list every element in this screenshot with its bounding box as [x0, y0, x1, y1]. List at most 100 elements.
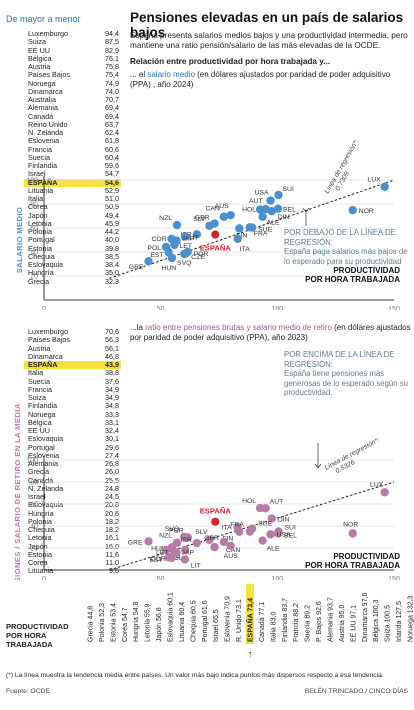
chart2-point-label: LUX	[370, 481, 384, 488]
chart2-rank-country: Corea	[28, 558, 48, 567]
chart2-point-aut	[261, 504, 270, 513]
chart1-rank-country: Eslovenia	[28, 136, 60, 146]
chart1-rank-row: Bélgica 76,1	[24, 54, 121, 63]
chart1-rank-country: Corea	[28, 202, 48, 212]
chart1-point-din	[267, 207, 276, 216]
chart1-rank-value: 52,9	[105, 185, 119, 195]
chart1-rank-value: 32,3	[105, 276, 119, 286]
chart1-rank-row: Canadá 69,4	[24, 112, 121, 121]
chart1-point-label: ITA	[240, 246, 251, 253]
chart1-point-bel	[273, 204, 283, 213]
chart2-point-label: SUI	[285, 525, 296, 532]
chart2-rank-value: 27,4	[105, 450, 119, 460]
chart2-point-label: SLV	[195, 529, 208, 536]
chart1-rank-value: 54,7	[105, 169, 119, 179]
chart2-rank-country: Finlandia	[28, 401, 58, 411]
chart1-rank-country: Australia	[28, 95, 56, 104]
chart2-point-label: ITA	[222, 524, 233, 531]
chart1-rank-value: 51,0	[105, 194, 119, 203]
chart1-rank-row: Reino Unido 63,7	[24, 120, 121, 129]
chart2-point-can	[219, 537, 229, 547]
chart2-point-label: FIN	[222, 536, 233, 543]
chart1-rank-row: Lituania 52,9	[24, 185, 121, 195]
chart1-annotation: POR DEBAJO DE LA LÍNEA DE REGRESIÓN: Esp…	[284, 228, 409, 266]
productivity-item: Alemania 93,7	[328, 597, 335, 642]
chart2-rank-row: Finlandia 34,8	[24, 401, 121, 411]
chart2-rank-country: Suecia	[28, 376, 50, 386]
chart2-rank-country: Bélgica	[28, 417, 52, 427]
productivity-item: ESPAÑA 73,4	[246, 598, 255, 642]
chart1-rank-value: 60,4	[105, 152, 119, 162]
chart2-rank-value: 43,9	[105, 360, 119, 369]
chart2-point-jap	[172, 548, 181, 557]
chart1-point-hol	[255, 205, 265, 214]
chart1-rank-value: 38,4	[105, 260, 119, 269]
chart1-rank-row: Noruega 74,9	[24, 78, 121, 88]
chart2-rank-row: Canadá 25,5	[24, 475, 121, 485]
chart1-x-tick: 150	[388, 306, 400, 310]
chart2-y-title: RATIO PENSIONES / SALARIO DE RETIRO EN L…	[13, 403, 22, 580]
productivity-item: Grecia 44,8	[88, 606, 95, 642]
chart1-rank-value: 49,4	[105, 210, 119, 220]
chart1-rank-value: 59,6	[105, 161, 119, 170]
chart2-point-label: HUN	[151, 545, 166, 552]
productivity-item: Eslovaquia 60,1	[168, 592, 175, 642]
chart1-point-label: FIN	[236, 232, 247, 239]
chart1-rank-country: Suiza	[28, 37, 46, 47]
chart2-point-pol	[161, 545, 171, 555]
chart1-rank-row: Polonia 44,2	[24, 227, 121, 236]
chart1-rank-row: Luxemburgo 94,4	[24, 29, 121, 38]
chart2-rank-value: 56,1	[105, 343, 119, 353]
chart1-rank-row: Portugal 40,0	[24, 235, 121, 244]
chart2-rank-value: 24,8	[105, 483, 119, 493]
chart2-y-tick: 40	[30, 524, 38, 531]
spain-arrow: ↑	[248, 649, 253, 660]
source: Fuente: OCDE	[6, 688, 50, 695]
chart1-point-can	[219, 212, 229, 221]
chart1-rank-country: Suecia	[28, 152, 50, 162]
chart1-rank-row: Eslovenia 61,8	[24, 136, 121, 146]
chart1-rank-row: Japón 49,4	[24, 210, 121, 220]
chart2-point-label: ISR	[180, 537, 191, 544]
chart1-rank-country: Italia	[28, 194, 44, 203]
chart2-rank-value: 33,1	[105, 417, 119, 427]
chart1-point-hun	[167, 253, 177, 263]
chart2-point-bel	[273, 529, 283, 538]
chart1-rank-value: 75,4	[105, 70, 119, 80]
chart1-point-fin	[235, 224, 244, 233]
chart2-point-label: SUE	[258, 521, 272, 528]
chart1-rank-row: Australia 70,7	[24, 95, 121, 104]
chart1-annotation-title: POR DEBAJO DE LA LÍNEA DE REGRESIÓN:	[284, 228, 396, 247]
chart1-point-label: GBR	[195, 215, 210, 222]
chart2-rank-value: 16,0	[105, 541, 119, 551]
chart1-point-lit	[180, 232, 190, 241]
chart2-rank-country: Eslovenia	[28, 450, 60, 460]
productivity-item: Portugal 61,6	[202, 600, 209, 642]
chart1-rank-value: 60,6	[105, 144, 119, 154]
chart2-rank-value: 25,5	[105, 475, 119, 485]
ranking-note: De mayor a menor	[6, 14, 81, 24]
chart2-point-isr	[192, 538, 202, 548]
chart2-rank-row: Luxemburgo 70,6	[24, 327, 121, 336]
chart1-rank-value: 87,5	[105, 37, 119, 47]
chart1-rank-value: 54,6	[105, 177, 119, 187]
chart1-y-tick: 100	[26, 178, 38, 185]
chart2-point-din	[267, 514, 276, 523]
chart1-rank-row: Italia 51,0	[24, 194, 121, 203]
chart1-rank-country: Noruega	[28, 78, 56, 88]
chart1-rank-row: Eslovaquia 38,4	[24, 260, 121, 269]
chart2-point-españa	[210, 516, 221, 527]
relation-heading: Relación entre productividad por hora tr…	[130, 57, 331, 66]
chart1-rank-row: ESPAÑA 54,6	[24, 177, 121, 187]
chart2-rank-country: Grecia	[28, 467, 50, 477]
productivity-highlight	[246, 584, 254, 644]
productivity-item: Hungría 54,8	[133, 601, 140, 642]
chart1-point-slv	[205, 221, 214, 231]
chart2-rank-country: Dinamarca	[28, 351, 63, 361]
chart1-rank-row: Francia 60,6	[24, 144, 121, 154]
chart2-point-label: ESPAÑA	[200, 507, 232, 516]
productivity-label-1: PRODUCTIVIDAD	[6, 622, 69, 631]
chart2-point-label: SVQ	[165, 526, 179, 533]
productivity-item: Japón 56,8	[156, 607, 163, 642]
chart1-rank-country: ESPAÑA	[28, 177, 58, 187]
